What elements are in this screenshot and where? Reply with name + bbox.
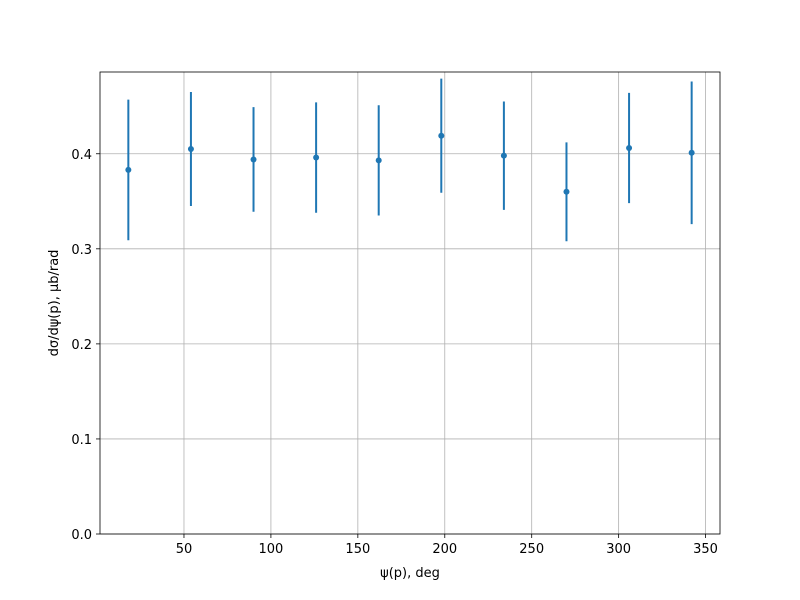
x-tick-label: 300: [606, 542, 631, 557]
x-tick-label: 250: [519, 542, 544, 557]
y-tick-label: 0.2: [71, 338, 92, 353]
y-tick-label: 0.3: [71, 243, 92, 258]
data-point: [438, 132, 445, 139]
data-point: [375, 157, 382, 164]
x-tick-label: 350: [693, 542, 718, 557]
plot-frame: [99, 71, 721, 535]
y-axis-label: dσ/dψ(p), μb/rad: [47, 250, 62, 357]
data-point: [250, 156, 257, 163]
x-tick-label: 150: [345, 542, 370, 557]
data-point: [626, 145, 633, 152]
x-tick-label: 200: [432, 542, 457, 557]
data-point: [500, 152, 507, 159]
data-point: [125, 166, 132, 173]
data-point: [563, 188, 570, 195]
data-point: [187, 146, 194, 152]
data-point: [313, 154, 320, 161]
data-point: [688, 149, 695, 156]
x-tick-label: 100: [258, 542, 283, 557]
x-axis-label: ψ(p), deg: [380, 566, 440, 581]
y-tick-label: 0.0: [71, 528, 92, 543]
x-tick-label: 50: [176, 542, 193, 557]
y-tick-label: 0.4: [71, 148, 92, 163]
y-tick-label: 0.1: [71, 433, 92, 448]
